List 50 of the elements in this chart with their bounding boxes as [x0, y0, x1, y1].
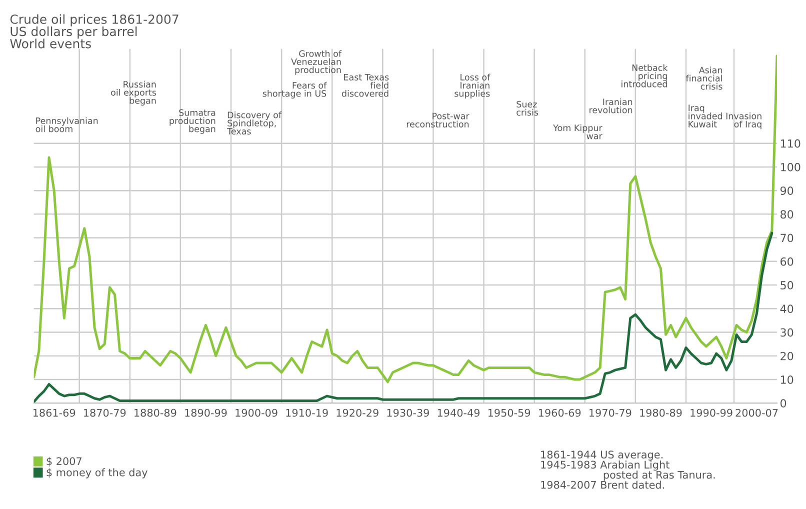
x-tick-label: 1880-89 [134, 408, 176, 417]
annotation: Yom Kippur war [553, 124, 602, 140]
y-tick-label: 90 [780, 186, 794, 195]
x-tick-label: 1900-09 [236, 408, 278, 417]
x-tick-label: 1861-69 [33, 408, 76, 417]
annotation: Discovery of Spindletop, Texas [227, 112, 282, 135]
y-tick-label: 10 [780, 375, 794, 384]
annotation: East Texas field discovered [342, 74, 389, 97]
x-tick-label: 1960-69 [538, 408, 581, 417]
x-tick-label: 1970-79 [590, 408, 632, 417]
y-tick-label: 20 [780, 352, 794, 360]
x-tick-label: 1980-89 [640, 408, 682, 417]
chart-subtitle: US dollars per barrel [10, 26, 137, 39]
annotation: Fears of shortage in US [262, 82, 327, 98]
x-tick-label: 1920-29 [336, 408, 378, 417]
x-tick-label: 1890-99 [185, 408, 227, 417]
line-series [34, 232, 774, 404]
y-tick-label: 60 [780, 257, 794, 266]
x-tick-label: 1910-19 [286, 408, 328, 417]
y-tick-label: 100 [780, 162, 800, 172]
annotation: Loss of Iranian supplies [454, 74, 490, 98]
legend-label: $ 2007 [46, 457, 82, 466]
annotation: Iranian revolution [590, 98, 632, 114]
annotation: Asian financial crisis [686, 66, 722, 90]
y-tick-label: 70 [780, 234, 794, 242]
x-tick-label: 1940-49 [438, 408, 480, 417]
annotation: Iraq invaded Kuwait [688, 104, 722, 128]
text: 1861-1944 US average. 1945-1983 Arabian Light posted at Ras Tanura. 1984-2007 Brent dated. [541, 450, 715, 489]
annotation: Growth of Venezuelan production [291, 50, 342, 75]
annotation: Netback pricing introduced [622, 64, 668, 88]
y-tick-label: 110 [780, 139, 800, 148]
chart-title: Crude oil prices 1861-2007 [10, 14, 178, 26]
x-tick-label: 1930-39 [387, 408, 429, 417]
x-tick-label: 1950-59 [488, 408, 530, 417]
annotation: Sumatra production began [170, 109, 216, 134]
y-tick-label: 50 [780, 281, 794, 290]
y-tick-label: 30 [780, 328, 794, 337]
legend-label: $ money of the day [46, 468, 148, 478]
annotation: Suez crisis [516, 100, 538, 116]
y-tick-label: 0 [780, 399, 786, 408]
x-tick-label: 1870-79 [84, 408, 126, 417]
text: World events [10, 38, 91, 48]
annotation: Invasion of Iraq [726, 112, 762, 130]
annotation: Post-war reconstruction [406, 112, 470, 128]
y-tick-label: 40 [780, 304, 794, 314]
x-tick-label: 2000-07 [736, 408, 778, 417]
x-tick-label: 1990-99 [690, 408, 732, 417]
annotation: Pennsylvanian oil boom [36, 117, 98, 132]
annotation: Russian oil exports began [111, 80, 156, 106]
y-tick-label: 80 [780, 210, 794, 219]
